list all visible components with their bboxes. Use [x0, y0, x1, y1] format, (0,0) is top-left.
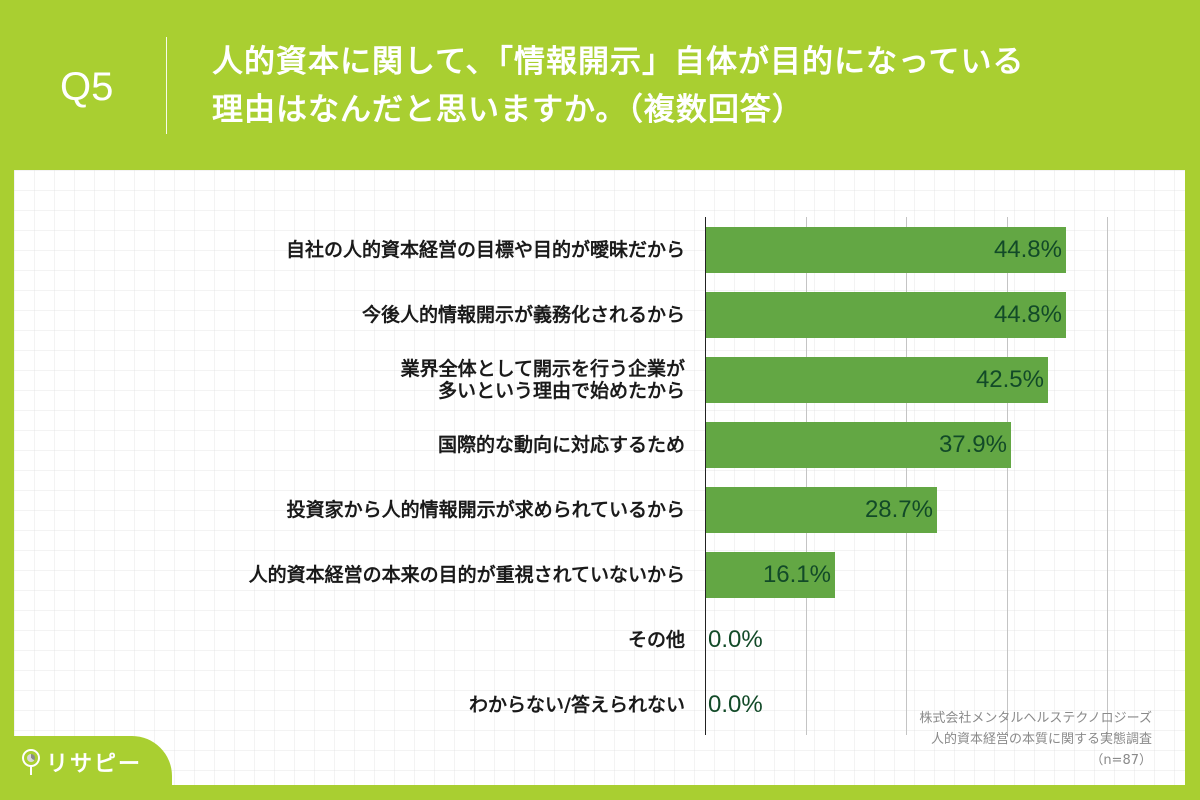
bar-row: 業界全体として開示を行う企業が 多いという理由で始めたから 42.5%: [0, 347, 1200, 412]
bar-row: 投資家から人的情報開示が求められているから 28.7%: [0, 477, 1200, 542]
bar: [706, 227, 1066, 273]
source-note: 株式会社メンタルヘルステクノロジーズ 人的資本経営の本質に関する実態調査 （n=…: [832, 708, 1152, 771]
bar-row: 人的資本経営の本来の目的が重視されていないから 16.1%: [0, 542, 1200, 607]
value-label: 0.0%: [708, 691, 763, 718]
gridline: [1107, 217, 1108, 735]
logo-text: リサピー: [46, 752, 143, 777]
bar: [706, 552, 835, 598]
gridline: [1007, 217, 1008, 735]
chart-panel: [14, 170, 1185, 785]
value-label: 44.8%: [993, 301, 1062, 328]
logo: リサピー: [22, 746, 142, 778]
value-label: 28.7%: [864, 496, 933, 523]
bar: [706, 357, 1048, 403]
bar-row: その他 0.0%: [0, 607, 1200, 672]
header-divider: [166, 37, 167, 134]
category-label: 人的資本経営の本来の目的が重視されていないから: [248, 563, 685, 586]
category-label: 今後人的情報開示が義務化されるから: [361, 303, 685, 326]
category-label: その他: [627, 628, 685, 651]
value-label: 0.0%: [708, 626, 763, 653]
bar: [706, 292, 1066, 338]
question-title: 人的資本に関して、「情報開示」自体が目的になっている 理由はなんだと思いますか。…: [212, 38, 1172, 134]
bar-row: 今後人的情報開示が義務化されるから 44.8%: [0, 282, 1200, 347]
value-label: 44.8%: [993, 236, 1062, 263]
category-label: 国際的な動向に対応するため: [437, 433, 685, 456]
category-label: 業界全体として開示を行う企業が 多いという理由で始めたから: [400, 357, 685, 402]
category-label: 自社の人的資本経営の目標や目的が曖昧だから: [285, 238, 685, 261]
question-title-line2: 理由はなんだと思いますか。（複数回答）: [212, 92, 804, 128]
logo-tab: [0, 736, 172, 800]
category-label: 投資家から人的情報開示が求められているから: [286, 498, 685, 521]
source-company: 株式会社メンタルヘルステクノロジーズ: [919, 711, 1152, 726]
gridline: [806, 217, 807, 735]
category-label: わからない/答えられない: [469, 693, 685, 716]
bar-row: わからない/答えられない 0.0%: [0, 672, 1200, 737]
value-label: 16.1%: [762, 561, 831, 588]
question-title-line1: 人的資本に関して、「情報開示」自体が目的になっている: [212, 44, 1025, 80]
bar-row: 国際的な動向に対応するため 37.9%: [0, 412, 1200, 477]
source-survey: 人的資本経営の本質に関する実態調査: [930, 732, 1152, 747]
y-axis-line: [705, 217, 706, 735]
bar: [706, 422, 1011, 468]
magnifier-pie-icon: [22, 749, 40, 775]
bar: [706, 487, 937, 533]
value-label: 42.5%: [975, 366, 1044, 393]
header: Q5 人的資本に関して、「情報開示」自体が目的になっている 理由はなんだと思いま…: [0, 0, 1200, 170]
bar-row: 自社の人的資本経営の目標や目的が曖昧だから 44.8%: [0, 217, 1200, 282]
value-label: 37.9%: [938, 431, 1007, 458]
gridline: [906, 217, 907, 735]
source-sample-size: （n=87）: [1090, 753, 1152, 768]
question-number: Q5: [60, 65, 114, 109]
